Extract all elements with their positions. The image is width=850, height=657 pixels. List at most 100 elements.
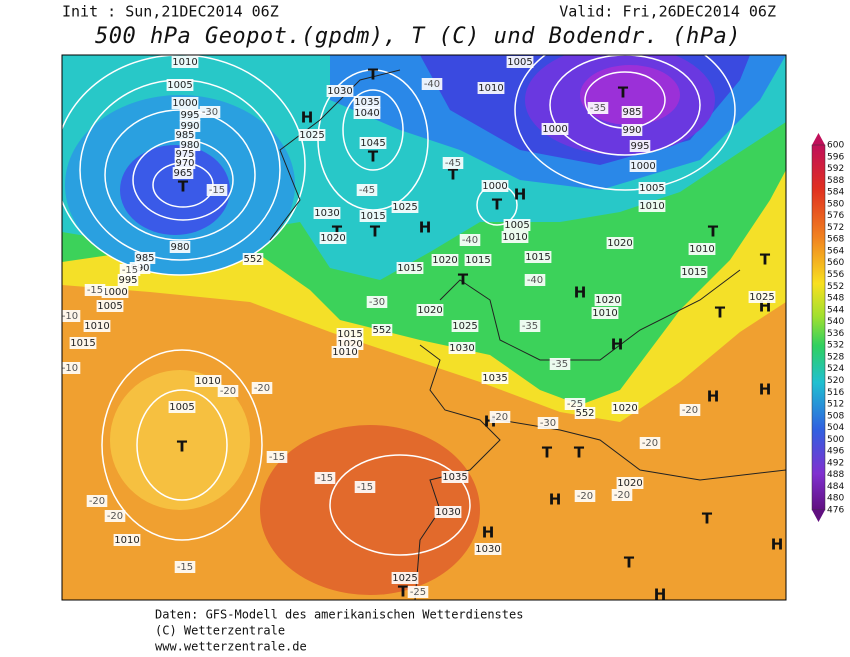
label-box xyxy=(194,375,222,387)
label-box xyxy=(62,310,81,322)
colorbar-body xyxy=(811,144,826,511)
pressure-label: 1045 xyxy=(360,138,385,149)
pressure-label: 1035 xyxy=(482,373,507,384)
label-box xyxy=(169,241,191,253)
colorbar-label: 512 xyxy=(827,400,844,410)
pressure-label: 1010 xyxy=(114,535,139,546)
label-box xyxy=(172,167,194,179)
temperature-label: -20 xyxy=(642,438,658,449)
colorbar-label: 500 xyxy=(827,435,844,445)
high-marker: H xyxy=(707,388,720,406)
colorbar-label: 496 xyxy=(827,447,844,457)
low-marker: T xyxy=(715,304,726,322)
colorbar-bottom xyxy=(812,510,825,522)
label-box xyxy=(524,251,552,263)
label-box xyxy=(407,586,429,598)
pressure-label: 1020 xyxy=(612,403,637,414)
high-marker: H xyxy=(759,381,772,399)
temperature-label: -40 xyxy=(527,275,543,286)
colorbar-label: 520 xyxy=(827,376,844,386)
high-marker: H xyxy=(301,109,314,127)
label-box xyxy=(359,210,387,222)
pressure-label: 1000 xyxy=(630,161,655,172)
low-marker: T xyxy=(370,223,381,241)
label-box xyxy=(314,472,336,484)
temperature-label: -15 xyxy=(177,562,193,573)
temperature-label: -15 xyxy=(87,285,103,296)
low-marker: T xyxy=(332,223,343,241)
low-marker: T xyxy=(760,251,771,269)
label-box xyxy=(396,262,424,274)
colorbar-label: 508 xyxy=(827,411,844,421)
pressure-label: 1015 xyxy=(465,255,490,266)
high-marker: H xyxy=(611,336,624,354)
label-box xyxy=(574,490,596,502)
map-field: TTTTTTTTTTTTTTTTTTHHHHHHHHHHHHH101010051… xyxy=(62,55,786,604)
temperature-label: -30 xyxy=(369,297,385,308)
label-box xyxy=(101,286,129,298)
low-marker: T xyxy=(178,178,189,196)
pressure-label: 975 xyxy=(175,149,194,160)
pressure-label: 980 xyxy=(170,242,189,253)
pressure-label: 1025 xyxy=(299,130,324,141)
colorbar-label: 588 xyxy=(827,176,844,186)
pressure-label: 1015 xyxy=(337,329,362,340)
label-box xyxy=(251,382,273,394)
label-box xyxy=(629,160,657,172)
pressure-label: 1010 xyxy=(84,321,109,332)
temperature-label: -35 xyxy=(522,321,538,332)
label-box xyxy=(501,231,529,243)
label-box xyxy=(298,129,326,141)
label-box xyxy=(113,534,141,546)
low-marker: T xyxy=(398,583,409,601)
pressure-label: 1010 xyxy=(172,57,197,68)
pressure-label: 985 xyxy=(135,253,154,264)
map-labels: TTTTTTTTTTTTTTTTTTHHHHHHHHHHHHH101010051… xyxy=(62,56,784,604)
label-box xyxy=(448,342,476,354)
label-box xyxy=(331,346,359,358)
label-box xyxy=(353,96,381,108)
label-box xyxy=(168,401,196,413)
label-box xyxy=(434,506,462,518)
colorbar-label: 516 xyxy=(827,388,844,398)
high-marker: H xyxy=(654,586,667,604)
temperature-label: -15 xyxy=(209,185,225,196)
colorbar-label: 480 xyxy=(827,494,844,504)
pressure-label: 1005 xyxy=(504,220,529,231)
pressure-label: 1005 xyxy=(169,402,194,413)
pressure-label: 990 xyxy=(622,125,641,136)
label-box xyxy=(639,437,661,449)
label-box xyxy=(587,102,609,114)
label-box xyxy=(431,254,459,266)
label-box xyxy=(354,481,376,493)
temperature-label: -20 xyxy=(89,496,105,507)
temperature-label: -10 xyxy=(62,363,78,374)
pressure-label: 1020 xyxy=(595,295,620,306)
colorbar: 6005965925885845805765725685645605565525… xyxy=(811,133,844,522)
label-box xyxy=(638,182,666,194)
pressure-label: 995 xyxy=(180,110,199,121)
label-box xyxy=(506,56,534,68)
label-box xyxy=(391,572,419,584)
pressure-label: 552 xyxy=(372,325,391,336)
temperature-label: -35 xyxy=(590,103,606,114)
pressure-label: 1030 xyxy=(314,208,339,219)
pressure-label: 1015 xyxy=(525,252,550,263)
label-box xyxy=(179,109,201,121)
pressure-label: 995 xyxy=(118,275,137,286)
label-box xyxy=(62,362,81,374)
label-box xyxy=(336,328,364,340)
high-marker: H xyxy=(771,536,784,554)
high-marker: H xyxy=(574,284,587,302)
colorbar-label: 476 xyxy=(827,506,844,516)
temperature-label: -25 xyxy=(567,399,583,410)
pressure-label: 1010 xyxy=(689,244,714,255)
low-marker: T xyxy=(708,223,719,241)
pressure-label: 1025 xyxy=(392,573,417,584)
pressure-label: 1030 xyxy=(327,86,352,97)
high-marker: H xyxy=(514,186,527,204)
temperature-label: -10 xyxy=(62,311,78,322)
label-box xyxy=(591,307,619,319)
pressure-label: 552 xyxy=(575,408,594,419)
